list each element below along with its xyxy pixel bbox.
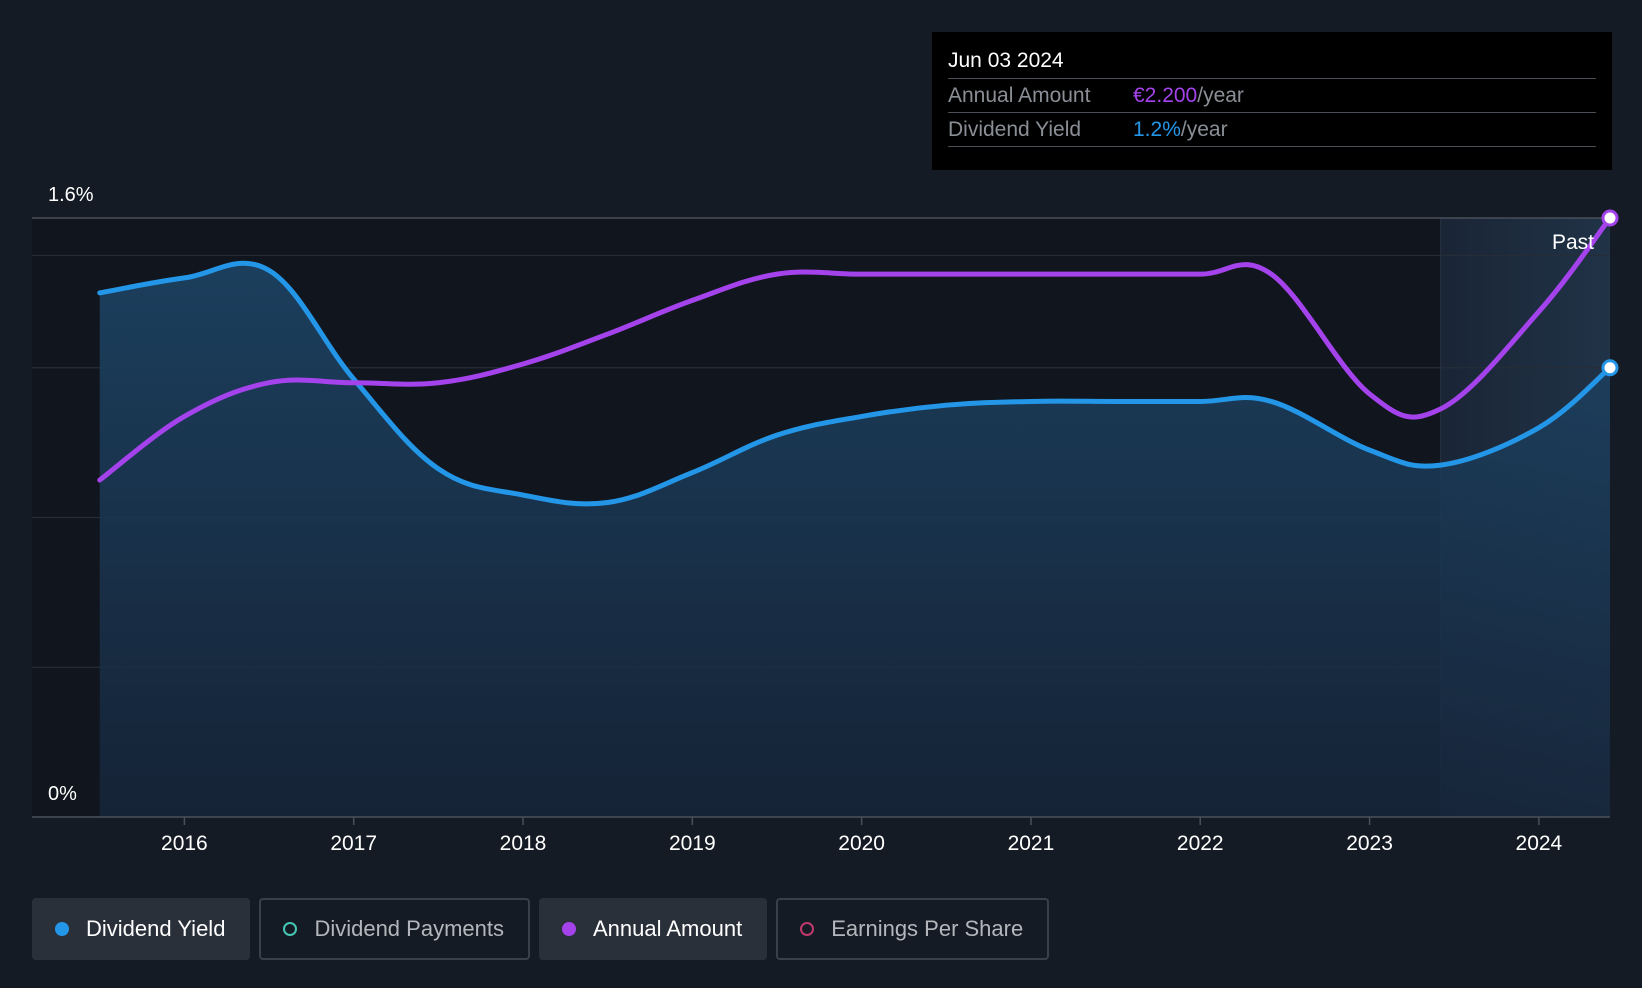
tooltip-unit: /year <box>1197 84 1244 107</box>
dividend-yield-line <box>97 260 1613 507</box>
legend-annual-amount-button[interactable]: Annual Amount <box>538 898 768 960</box>
tooltip-unit: /year <box>1180 118 1228 141</box>
x-tick-label: 2021 <box>1008 832 1055 855</box>
tooltip-value: €2.200 <box>1133 84 1198 107</box>
legend-dividend-payments-button[interactable]: Dividend Payments <box>259 898 530 960</box>
tooltip-date: Jun 03 2024 <box>948 46 1596 79</box>
legend-dot-icon <box>800 922 815 936</box>
dividend-yield-area <box>99 263 1610 817</box>
tooltip-label: Annual Amount <box>948 84 1091 107</box>
annual-amount-line <box>97 215 1613 483</box>
tooltip-row-dividend-yield: Dividend Yield 1.2% /year <box>948 113 1596 147</box>
x-tick-label: 2017 <box>330 832 377 855</box>
x-tick-label: 2024 <box>1516 832 1563 855</box>
tooltip-label: Dividend Yield <box>948 118 1082 141</box>
x-tick-label: 2019 <box>669 832 716 855</box>
x-tick-label: 2022 <box>1177 832 1224 855</box>
dividend-yield-end-point <box>1601 359 1619 377</box>
tooltip: Jun 03 2024 Annual Amount €2.200 /year D… <box>932 32 1612 170</box>
legend-label: Dividend Yield <box>86 916 226 941</box>
legend-earnings-per-share-button[interactable]: Earnings Per Share <box>776 898 1050 960</box>
x-tick-label: 2023 <box>1346 832 1393 855</box>
legend: Dividend Yield Dividend Payments Annual … <box>32 898 1050 960</box>
legend-label: Dividend Payments <box>314 916 504 941</box>
legend-dot-icon <box>561 922 576 936</box>
y-axis-top-label: 1.6% <box>48 184 94 206</box>
past-label: Past <box>1552 231 1594 254</box>
annual-amount-end-point <box>1601 209 1619 227</box>
legend-dot-icon <box>55 922 69 936</box>
tooltip-row-annual-amount: Annual Amount €2.200 /year <box>948 79 1596 113</box>
y-axis-bottom-label: 0% <box>48 783 77 805</box>
legend-dividend-yield-button[interactable]: Dividend Yield <box>32 898 251 960</box>
x-tick-label: 2020 <box>838 832 885 855</box>
legend-dot-icon <box>283 922 298 936</box>
x-tick-label: 2016 <box>161 832 208 855</box>
legend-label: Annual Amount <box>592 916 743 941</box>
legend-label: Earnings Per Share <box>831 916 1024 941</box>
tooltip-value: 1.2% <box>1133 118 1181 141</box>
x-tick-label: 2018 <box>500 832 547 855</box>
